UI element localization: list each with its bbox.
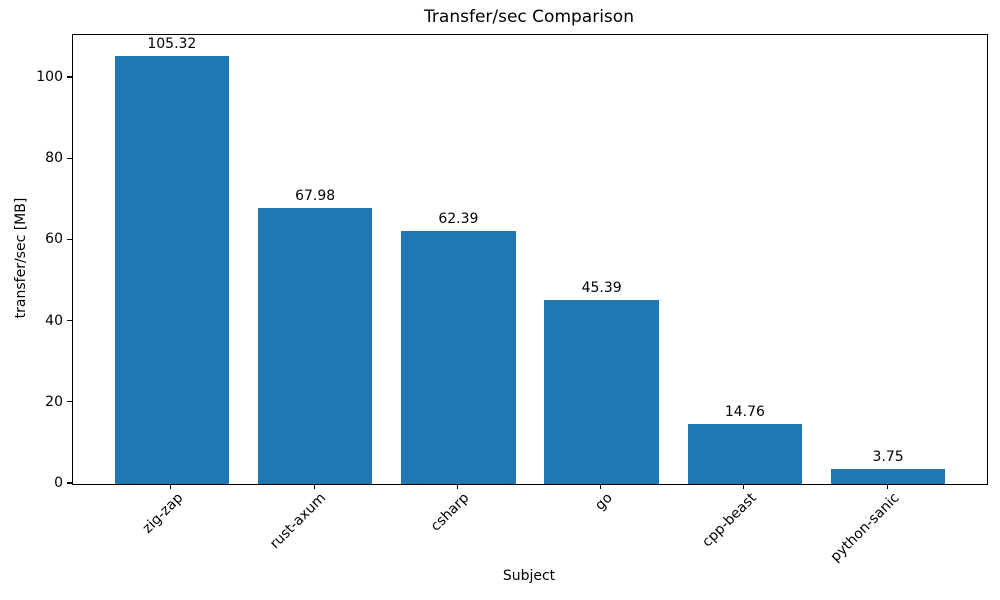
bar-value-label: 62.39 (438, 210, 479, 227)
bar-value-label: 3.75 (872, 448, 904, 465)
y-tick-mark (67, 238, 72, 240)
y-tick-mark (67, 401, 72, 403)
x-tick-mark (743, 484, 745, 489)
bar-value-label: 105.32 (147, 36, 197, 53)
x-tick-label-rust-axum: rust-axum (267, 490, 330, 553)
x-tick-label-csharp: csharp (428, 490, 473, 535)
bar-rust-axum (257, 208, 373, 484)
x-tick-mark (886, 484, 888, 489)
chart-title: Transfer/sec Comparison (424, 7, 634, 27)
y-tick-label: 80 (45, 150, 63, 167)
y-tick-mark (67, 482, 72, 484)
bar-value-label: 45.39 (581, 279, 622, 296)
bar-python-sanic (830, 468, 946, 484)
x-tick-mark (170, 484, 172, 489)
y-tick-mark (67, 76, 72, 78)
x-tick-label-go: go (592, 490, 616, 514)
y-tick-label: 0 (54, 475, 63, 491)
y-tick-label: 40 (45, 312, 63, 329)
x-tick-mark (313, 484, 315, 489)
x-tick-label-cpp-beast: cpp-beast (698, 490, 760, 551)
x-tick-label-python-sanic: python-sanic (827, 490, 903, 566)
x-tick-mark (600, 484, 602, 489)
bar-go (544, 299, 659, 484)
x-tick-label-zig-zap: zig-zap (139, 490, 187, 537)
y-axis-label: transfer/sec [MB] (13, 197, 29, 319)
bar-value-label: 14.76 (724, 404, 765, 421)
y-tick-label: 20 (45, 393, 63, 410)
bar-csharp (401, 230, 516, 484)
x-axis-label: Subject (502, 568, 556, 584)
y-tick-label: 100 (36, 69, 63, 86)
bar-zig-zap (114, 56, 230, 484)
plot-area: 105.32 67.98 62.39 45.39 14.76 3.75 (72, 34, 988, 485)
y-tick-label: 60 (45, 231, 63, 248)
bar-value-label: 67.98 (295, 188, 336, 205)
y-tick-mark (67, 157, 72, 159)
bar-cpp-beast (687, 424, 803, 484)
x-tick-mark (456, 484, 458, 489)
y-tick-mark (67, 320, 72, 322)
